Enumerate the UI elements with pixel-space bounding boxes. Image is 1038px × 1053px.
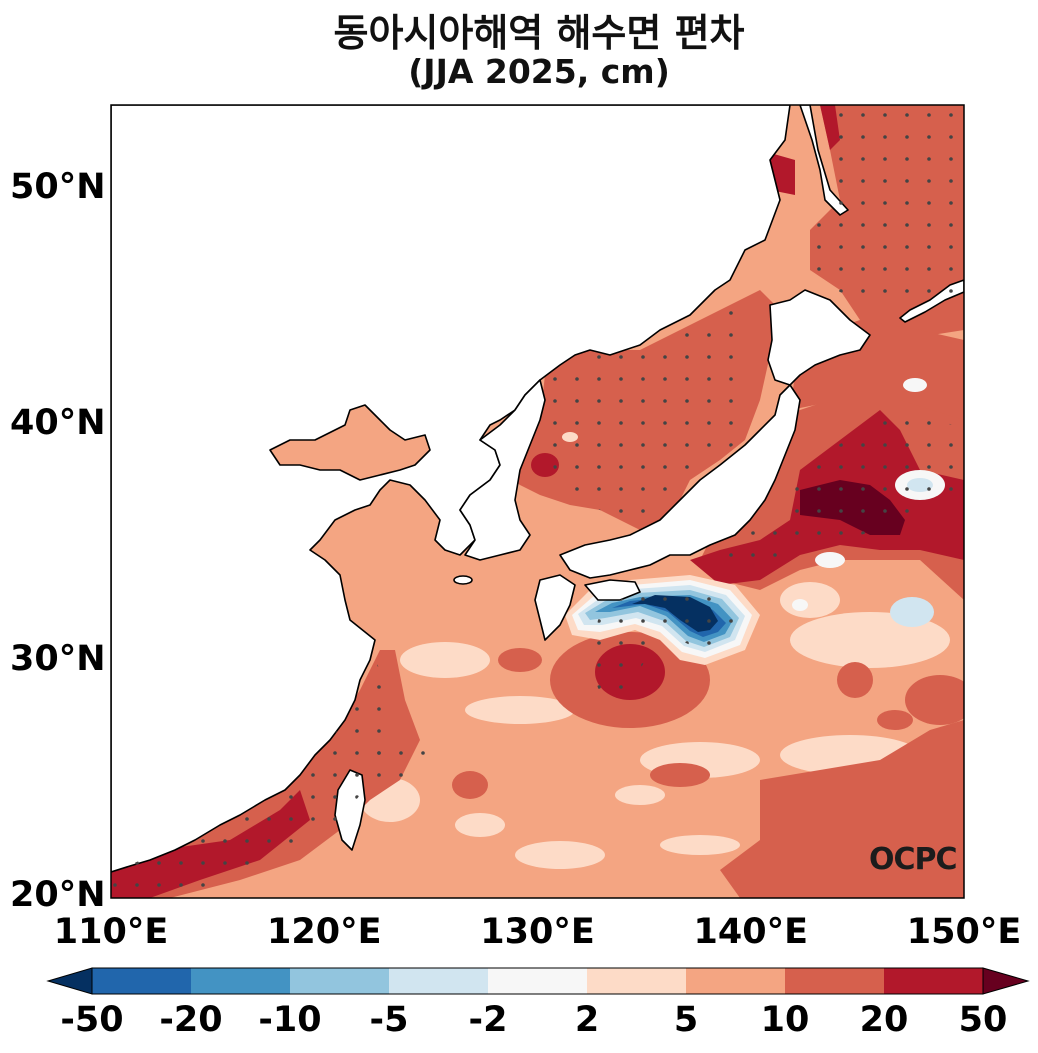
colorbar-segment-8	[884, 968, 983, 994]
lon-label-150: 150°E	[906, 912, 1022, 952]
colorbar-tick-label: -2	[468, 1000, 508, 1040]
colorbar-tick-label: 5	[673, 1000, 699, 1040]
colorbar-tick-label: -20	[159, 1000, 223, 1040]
colorbar-segment-7	[785, 968, 884, 994]
lon-label-130: 130°E	[480, 912, 595, 952]
map-title: 동아시아해역 해수면 편차	[333, 11, 745, 55]
colorbar-tick-label: -5	[369, 1000, 409, 1040]
colorbar-segment-6	[686, 968, 785, 994]
anomaly-field	[111, 105, 964, 898]
lat-label-20: 20°N	[10, 875, 106, 915]
colorbar	[46, 967, 1030, 995]
colorbar-tick-label: 10	[760, 1000, 810, 1040]
colorbar-tick-label: 20	[859, 1000, 909, 1040]
colorbar-segment-0	[92, 968, 191, 994]
colorbar-segment-2	[290, 968, 389, 994]
lat-label-40: 40°N	[10, 402, 106, 443]
colorbar-extend-max	[982, 967, 1030, 995]
lon-label-120: 120°E	[267, 912, 382, 952]
colorbar-frame	[91, 967, 984, 995]
colorbar-segment-5	[587, 968, 686, 994]
colorbar-tick-label: 2	[574, 1000, 600, 1040]
colorbar-tick-label: -10	[258, 1000, 322, 1040]
colorbar-tick-label: -50	[60, 1000, 124, 1040]
lat-label-30: 30°N	[10, 638, 106, 679]
ocpc-logo: OCPC	[869, 842, 958, 877]
colorbar-segment-3	[389, 968, 488, 994]
colorbar-extend-min	[46, 967, 93, 995]
map-subtitle: (JJA 2025, cm)	[408, 52, 670, 91]
colorbar-segment-4	[488, 968, 587, 994]
lon-label-110: 110°E	[53, 912, 169, 952]
significance-stippling	[111, 105, 964, 898]
landmass	[111, 105, 964, 873]
lon-label-140: 140°E	[693, 912, 808, 952]
lat-label-50: 50°N	[10, 166, 106, 207]
colorbar-segment-1	[191, 968, 290, 994]
colorbar-tick-label: 50	[958, 1000, 1008, 1040]
map-frame	[110, 104, 965, 899]
